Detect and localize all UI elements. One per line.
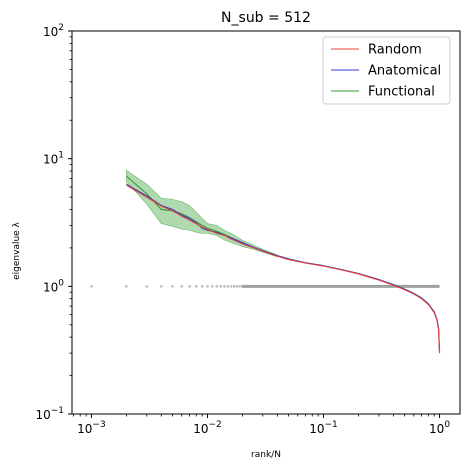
reference-point [145,285,149,288]
y-tick-label: 101 [43,151,64,167]
reference-point [90,285,93,288]
legend-box [322,36,451,105]
reference-point [194,285,198,288]
y-tick-label: 100 [43,278,64,294]
axes-frame [71,30,461,415]
x-axis-label: rank/N [251,450,281,460]
x-tick-label: 100 [429,420,450,436]
series-line-random [126,184,441,354]
reference-point [223,285,226,288]
chart-title: N_sub = 512 [221,10,311,26]
reference-point [232,285,236,288]
x-tick-label: 10−3 [77,420,106,436]
x-tick-label: 10−2 [193,420,222,436]
y-axis-label: eigenvalue λ [12,221,22,279]
legend: Random Anatomical Functional [322,36,451,105]
x-tick-label: 10−1 [309,420,338,436]
reference-point [200,285,204,288]
series-line-anatomical [126,183,441,352]
reference-point [229,285,233,288]
reference-point [125,285,128,288]
reference-point [226,285,230,288]
reference-point [215,285,218,288]
reference-point [188,285,191,288]
legend-label-functional: Functional [368,85,435,100]
reference-point [206,285,209,288]
legend-label-anatomical: Anatomical [368,64,441,79]
reference-point [238,285,242,288]
reference-point [160,285,163,288]
y-tick-label: 102 [43,23,64,39]
reference-point [180,285,184,288]
legend-label-random: Random [368,43,422,58]
reference-point [171,285,174,288]
functional-band [126,169,278,258]
y-tick-label: 10−1 [35,406,64,422]
reference-point [210,285,214,288]
reference-point [219,285,222,288]
plot-area [90,169,441,354]
reference-point [235,285,239,288]
